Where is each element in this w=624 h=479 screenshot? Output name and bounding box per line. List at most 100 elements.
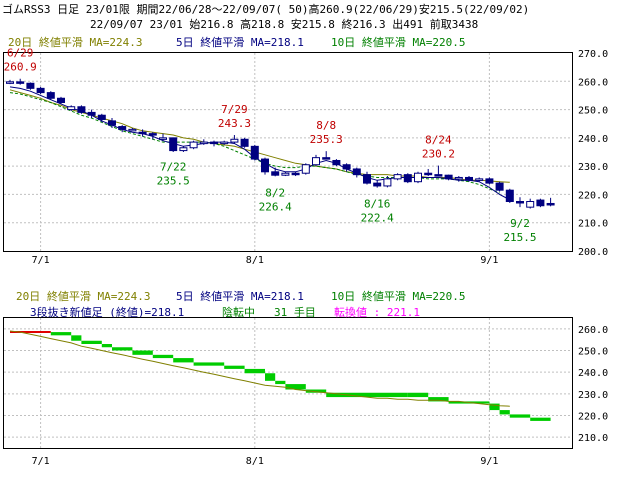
y-tick-label: 260.0 bbox=[578, 77, 608, 88]
candle-up bbox=[189, 141, 198, 149]
annotation-date: 9/2 bbox=[510, 217, 530, 230]
ma20-line bbox=[9, 330, 510, 407]
candle-down bbox=[505, 189, 514, 202]
annotation-price: 235.5 bbox=[157, 175, 190, 188]
candle-up bbox=[179, 147, 188, 152]
annotation-price: 235.3 bbox=[310, 133, 343, 146]
header-line1: ゴムRSS3 日足 23/01限 期間22/06/28〜22/09/07( 50… bbox=[2, 2, 529, 16]
y-tick-label: 220.0 bbox=[578, 412, 608, 423]
candle-down bbox=[536, 199, 545, 207]
candle-down bbox=[271, 171, 280, 176]
candle-up bbox=[128, 128, 137, 132]
candle-down bbox=[291, 172, 300, 176]
kagi-brick-down bbox=[224, 365, 245, 369]
candle-down bbox=[138, 131, 147, 135]
kagi-brick-down bbox=[81, 340, 102, 344]
annotation-price: 230.2 bbox=[422, 148, 455, 161]
annotation-date: 8/8 bbox=[316, 119, 336, 132]
candle-down bbox=[322, 157, 331, 160]
x-tick-label: 7/1 bbox=[32, 255, 50, 266]
kagi-brick-down bbox=[71, 335, 82, 341]
kagi-brick-down bbox=[489, 403, 500, 411]
candle-down bbox=[148, 133, 157, 136]
candle-down bbox=[97, 114, 106, 120]
annotation-price: 260.9 bbox=[4, 61, 37, 74]
candle-down bbox=[26, 82, 35, 89]
y-tick-label: 220.0 bbox=[578, 190, 608, 201]
x-tick-label: 8/1 bbox=[246, 456, 264, 467]
candle-down bbox=[352, 168, 361, 176]
candle-down bbox=[373, 182, 382, 187]
annotation-date: 7/29 bbox=[221, 103, 248, 116]
candle-down bbox=[210, 141, 218, 145]
candle-up bbox=[475, 178, 484, 181]
x-tick-label: 7/1 bbox=[32, 456, 50, 467]
candle-up bbox=[301, 164, 310, 174]
annotation-price: 226.4 bbox=[259, 200, 292, 213]
kagi-brick-down bbox=[112, 347, 133, 351]
candle-down bbox=[342, 164, 351, 170]
x-tick-label: 9/1 bbox=[480, 456, 498, 467]
candle-down bbox=[465, 176, 473, 181]
candle-down bbox=[403, 174, 412, 183]
kagi-brick-down bbox=[499, 410, 510, 415]
top-legend-ma5: 5日 終値平滑 MA=218.1 bbox=[176, 35, 304, 49]
kagi-count: 31 手目 bbox=[274, 305, 316, 319]
candle-up bbox=[220, 141, 229, 145]
candle-down bbox=[108, 120, 116, 126]
candle-down bbox=[240, 138, 249, 147]
kagi-turn: 転換値 : 221.1 bbox=[334, 306, 420, 319]
candle-down bbox=[169, 137, 178, 152]
candle-up bbox=[454, 176, 463, 180]
candle-down bbox=[46, 92, 55, 99]
kagi-label: 3段抜き新値足 (終値)=218.1 bbox=[30, 305, 184, 319]
candle-down bbox=[77, 106, 86, 113]
candle-up bbox=[414, 172, 422, 183]
kagi-brick-down bbox=[326, 392, 408, 398]
y-tick-label: 240.0 bbox=[578, 368, 608, 379]
candle-down bbox=[485, 178, 494, 184]
candle-up bbox=[312, 157, 320, 166]
ma5-line bbox=[9, 86, 511, 201]
annotation-date: 6/29 bbox=[7, 47, 34, 60]
candle-up bbox=[281, 172, 290, 176]
candle-down bbox=[16, 81, 25, 84]
candle-down bbox=[516, 201, 524, 204]
candle-down bbox=[261, 158, 269, 173]
candle-down bbox=[332, 159, 341, 166]
bottom-legend-ma5: 5日 終値平滑 MA=218.1 bbox=[176, 289, 304, 303]
candle-up bbox=[6, 81, 14, 84]
candle-down bbox=[250, 145, 259, 160]
candle-up bbox=[526, 201, 535, 208]
candle-up bbox=[383, 178, 392, 187]
annotation-date: 8/16 bbox=[364, 198, 391, 211]
annotation-price: 243.3 bbox=[218, 117, 251, 130]
kagi-brick-up bbox=[10, 331, 51, 333]
annotation-price: 215.5 bbox=[503, 231, 536, 244]
y-tick-label: 230.0 bbox=[578, 162, 608, 173]
kagi-brick-down bbox=[305, 389, 327, 393]
y-tick-label: 250.0 bbox=[578, 106, 608, 117]
candle-down bbox=[495, 182, 504, 191]
kagi-brick-down bbox=[407, 392, 429, 398]
candle-down bbox=[363, 174, 371, 184]
candle-up bbox=[230, 138, 239, 143]
x-tick-label: 9/1 bbox=[480, 255, 498, 266]
kagi-brick-down bbox=[132, 350, 153, 355]
candle-down bbox=[546, 202, 555, 206]
bottom-legend-ma10: 10日 終値平滑 MA=220.5 bbox=[331, 289, 465, 303]
bottom-legend-ma20: 20日 終値平滑 MA=224.3 bbox=[16, 289, 150, 303]
annotation-date: 7/22 bbox=[160, 161, 187, 174]
annotation-price: 222.4 bbox=[361, 212, 394, 225]
y-tick-label: 200.0 bbox=[578, 247, 608, 258]
y-tick-label: 270.0 bbox=[578, 49, 608, 60]
top-legend-ma20: 20日 終値平滑 MA=224.3 bbox=[8, 35, 142, 49]
header-line2: 22/09/07 23/01 始216.8 高218.8 安215.8 終216… bbox=[90, 17, 478, 31]
candle-up bbox=[159, 137, 167, 140]
candle-down bbox=[434, 174, 443, 177]
kagi-brick-down bbox=[275, 380, 286, 385]
kagi-brick-down bbox=[244, 368, 265, 374]
kagi-brick-down bbox=[265, 373, 276, 381]
candle-down bbox=[57, 97, 65, 103]
